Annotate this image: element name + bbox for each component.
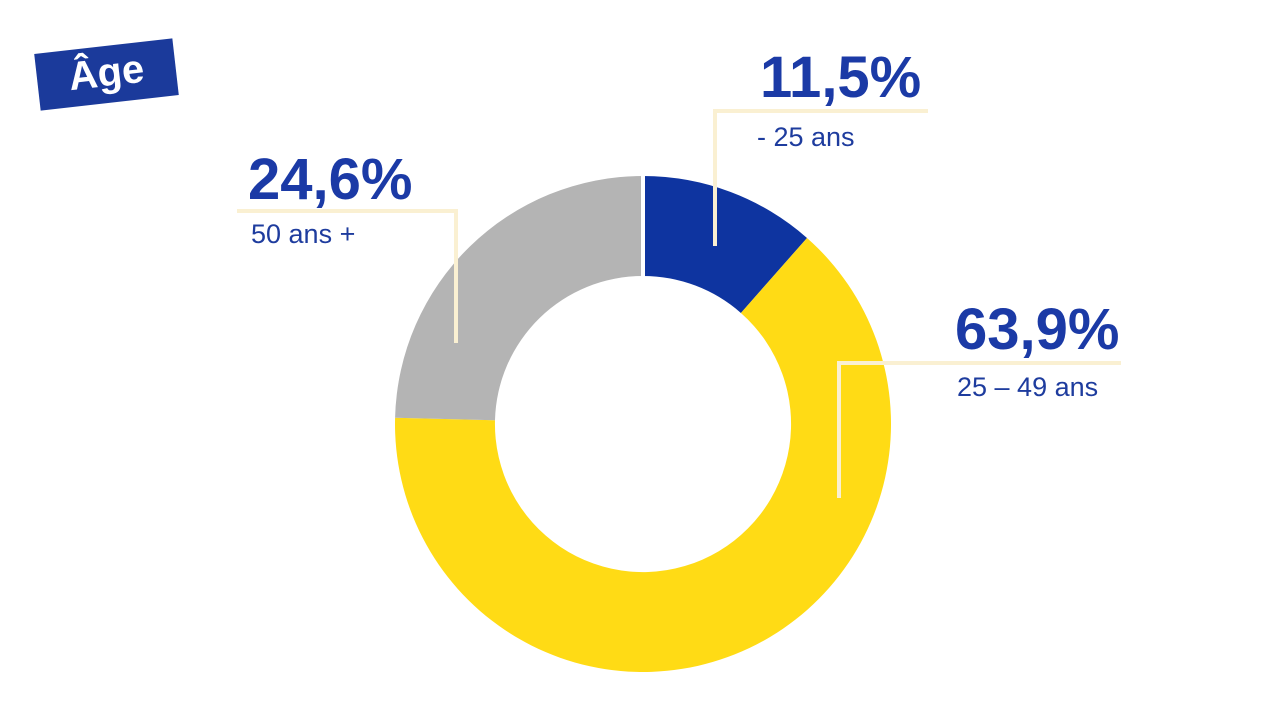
percent-50-plus: 24,6% [248, 147, 413, 212]
age-badge: Âge [34, 38, 179, 111]
donut-slice-2 [395, 176, 643, 421]
age-badge-label: Âge [66, 46, 147, 99]
percent-25-to-49: 63,9% [955, 297, 1120, 362]
leader-line-25to49-vertical [837, 361, 841, 498]
donut-chart [395, 175, 892, 672]
label-under-25: - 25 ans [757, 122, 855, 152]
leader-line-over50-horizontal [237, 209, 458, 213]
donut-slice-1 [395, 237, 892, 672]
leader-line-over50-vertical [454, 209, 458, 343]
label-25-to-49: 25 – 49 ans [957, 372, 1099, 402]
label-50-plus: 50 ans + [251, 219, 356, 249]
donut-slice-0 [643, 176, 808, 313]
percent-under-25: 11,5% [760, 45, 922, 110]
leader-line-under25-vertical [713, 109, 717, 246]
leader-line-under25-horizontal [713, 109, 928, 113]
leader-line-25to49-horizontal [837, 361, 1121, 365]
